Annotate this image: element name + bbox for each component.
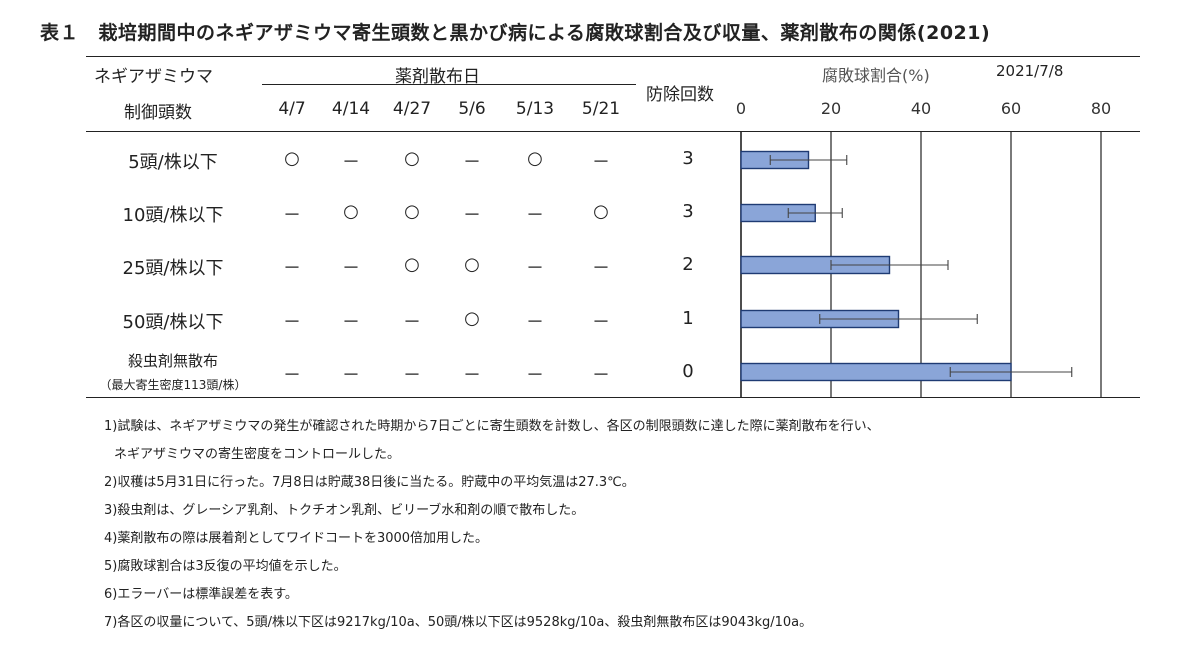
header-col1-line2: 制御頭数	[124, 103, 192, 123]
spray-mark: ○	[404, 254, 420, 275]
spray-mark: －	[526, 365, 544, 386]
date-header: 4/7	[278, 99, 306, 119]
header-col1-line1: ネギアザミウマ	[94, 67, 213, 87]
spray-mark: －	[342, 152, 360, 173]
spray-mark: －	[592, 258, 610, 279]
spray-mark: －	[283, 258, 301, 279]
x-tick-label: 0	[736, 99, 746, 118]
table-bottom-rule	[86, 397, 1140, 398]
control-count: 3	[682, 148, 694, 169]
footnote: 1)試験は、ネギアザミウマの発生が確認された時期から7日ごとに寄生頭数を計数し、…	[104, 419, 880, 434]
spray-mark: －	[526, 312, 544, 333]
row-label: 5頭/株以下	[128, 152, 218, 173]
date-header: 5/21	[581, 99, 621, 119]
footnote: 6)エラーバーは標準誤差を表す。	[104, 587, 298, 602]
date-header: 5/6	[458, 99, 486, 119]
spray-mark: ○	[464, 308, 480, 329]
footnote: 2)収穫は5月31日に行った。7月8日は貯蔵38日後に当たる。貯蔵中の平均気温は…	[104, 475, 635, 490]
spray-mark: ○	[593, 201, 609, 222]
spray-mark: －	[283, 365, 301, 386]
control-count: 2	[682, 254, 694, 275]
spray-mark: ○	[464, 254, 480, 275]
spray-mark: ○	[527, 148, 543, 169]
x-tick-label: 60	[1001, 99, 1021, 118]
spray-mark: －	[463, 205, 481, 226]
spray-mark: ○	[404, 201, 420, 222]
spray-mark: －	[592, 365, 610, 386]
spray-mark: －	[526, 258, 544, 279]
spray-mark: －	[283, 312, 301, 333]
date-header: 4/27	[392, 99, 432, 119]
footnote: 5)腐敗球割合は3反復の平均値を示した。	[104, 559, 347, 574]
spray-mark: －	[592, 152, 610, 173]
date-header-rule	[262, 84, 636, 85]
table-title: 表１ 栽培期間中のネギアザミウマ寄生頭数と黒かび病による腐敗球割合及び収量、薬剤…	[40, 22, 991, 44]
spray-mark: －	[463, 152, 481, 173]
spray-mark: ○	[404, 148, 420, 169]
row-label: 10頭/株以下	[122, 205, 224, 226]
spray-mark: －	[403, 365, 421, 386]
footnote: ネギアザミウマの寄生密度をコントロールした。	[114, 447, 401, 462]
x-tick-label: 40	[911, 99, 931, 118]
x-tick-label: 20	[821, 99, 841, 118]
row-label: 殺虫剤無散布	[127, 352, 218, 370]
top-rule	[86, 56, 1140, 57]
row-sublabel: （最大寄生密度113頭/株）	[99, 378, 247, 392]
footnote: 4)薬剤散布の際は展着剤としてワイドコートを3000倍加用した。	[104, 531, 489, 546]
spray-mark: －	[283, 205, 301, 226]
spray-mark: －	[342, 365, 360, 386]
control-count: 1	[682, 308, 694, 329]
spray-mark: －	[526, 205, 544, 226]
survey-date: 2021/7/8	[996, 62, 1064, 80]
spray-mark: －	[403, 312, 421, 333]
rot-ratio-label: 腐敗球割合(%)	[822, 66, 930, 85]
control-count: 3	[682, 201, 694, 222]
x-tick-label: 80	[1091, 99, 1111, 118]
control-count-label: 防除回数	[646, 85, 714, 105]
spray-mark: －	[342, 258, 360, 279]
row-label: 50頭/株以下	[122, 312, 224, 333]
row-label: 25頭/株以下	[122, 258, 224, 279]
spray-dates-label: 薬剤散布日	[395, 67, 480, 87]
spray-mark: －	[342, 312, 360, 333]
spray-mark: －	[592, 312, 610, 333]
date-header: 5/13	[515, 99, 555, 119]
control-count: 0	[682, 361, 694, 382]
spray-mark: －	[463, 365, 481, 386]
spray-mark: ○	[284, 148, 300, 169]
spray-mark: ○	[343, 201, 359, 222]
footnote: 3)殺虫剤は、グレーシア乳剤、トクチオン乳剤、ビリーブ水和剤の順で散布した。	[104, 503, 585, 518]
date-header: 4/14	[331, 99, 371, 119]
footnote: 7)各区の収量について、5頭/株以下区は9217kg/10a、50頭/株以下区は…	[104, 615, 813, 630]
header-bottom-rule	[86, 131, 1140, 132]
